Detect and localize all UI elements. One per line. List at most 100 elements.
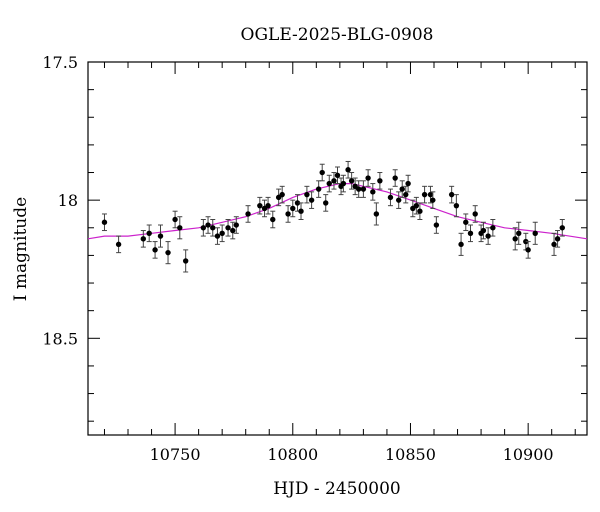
data-marker (265, 202, 271, 209)
data-marker (490, 225, 496, 231)
data-marker (177, 225, 183, 231)
data-point (257, 196, 263, 215)
data-marker (532, 230, 538, 237)
data-point (417, 202, 423, 220)
data-marker (323, 200, 329, 206)
data-point (472, 205, 478, 223)
data-point (334, 166, 341, 185)
axis-ticks (88, 61, 587, 435)
data-marker (485, 233, 491, 239)
data-marker (146, 230, 152, 237)
data-point (279, 185, 285, 204)
data-marker (405, 180, 411, 187)
data-point (200, 218, 207, 237)
y-tick-label: 18 (58, 191, 78, 210)
x-tick-label: 10800 (267, 445, 318, 464)
data-marker (392, 175, 398, 181)
data-marker (285, 211, 291, 217)
model-curve (87, 183, 588, 240)
data-marker (554, 236, 561, 242)
data-marker (331, 178, 337, 184)
data-point (377, 172, 383, 190)
data-point (270, 210, 276, 229)
data-point (559, 218, 565, 237)
data-marker (279, 191, 285, 198)
data-marker (433, 222, 440, 228)
plot-frame (87, 61, 588, 436)
y-tick-label: 17.5 (42, 53, 78, 72)
data-point (152, 241, 158, 259)
x-tick-label: 10850 (385, 445, 436, 464)
data-point (319, 163, 325, 182)
data-marker (373, 211, 380, 217)
data-marker (101, 219, 108, 225)
data-marker (377, 178, 383, 184)
data-point (532, 221, 538, 245)
x-tick-label: 10750 (150, 445, 201, 464)
data-marker (421, 191, 428, 198)
data-point (326, 174, 332, 193)
data-point (516, 221, 522, 245)
data-marker (152, 247, 158, 253)
data-marker (516, 230, 522, 237)
data-point (205, 216, 211, 234)
data-marker (448, 191, 455, 198)
data-point (355, 180, 362, 198)
data-marker (395, 197, 402, 203)
data-marker (294, 200, 301, 206)
data-point (245, 205, 251, 223)
data-marker (334, 172, 341, 178)
data-marker (463, 219, 469, 225)
data-point (210, 218, 216, 237)
data-point (308, 191, 315, 209)
data-marker (365, 175, 371, 181)
data-point (490, 218, 496, 237)
data-marker (157, 233, 164, 239)
data-point (551, 232, 557, 256)
data-marker (298, 208, 304, 214)
data-point (115, 235, 122, 254)
data-marker (225, 225, 231, 231)
data-point (370, 183, 376, 201)
data-point (101, 213, 108, 232)
data-marker (165, 249, 171, 256)
data-point (304, 185, 310, 204)
data-marker (458, 241, 464, 248)
data-point (392, 169, 398, 187)
data-point (448, 185, 455, 204)
data-point (453, 194, 460, 218)
data-point (331, 172, 337, 190)
data-point (214, 227, 221, 245)
data-marker (172, 216, 178, 223)
data-marker (219, 230, 225, 237)
data-marker (290, 205, 296, 212)
y-axis-label: I magnitude (11, 197, 31, 301)
data-point (345, 160, 351, 179)
data-marker (512, 236, 518, 242)
data-marker (319, 169, 325, 176)
data-marker (472, 211, 478, 217)
data-point (399, 180, 405, 198)
data-point (463, 213, 469, 232)
data-marker (559, 225, 565, 231)
data-marker (182, 258, 189, 264)
data-marker (387, 194, 394, 201)
data-point (219, 224, 225, 243)
data-marker (315, 186, 322, 192)
data-point (233, 216, 239, 234)
data-point (157, 224, 164, 248)
data-point (360, 180, 367, 198)
axis-tick-labels: 10750 10800 10850 10900 17.5 18 18.5 (42, 53, 553, 464)
data-marker (245, 211, 251, 217)
data-point (290, 199, 296, 218)
data-point (172, 210, 178, 229)
data-point (298, 202, 304, 220)
data-point (554, 230, 561, 248)
data-marker (453, 202, 460, 209)
data-marker (304, 191, 310, 198)
data-marker (348, 178, 355, 184)
data-points (101, 160, 565, 273)
data-point (485, 227, 491, 245)
data-marker (370, 189, 376, 195)
y-tick-label: 18.5 (42, 329, 78, 348)
